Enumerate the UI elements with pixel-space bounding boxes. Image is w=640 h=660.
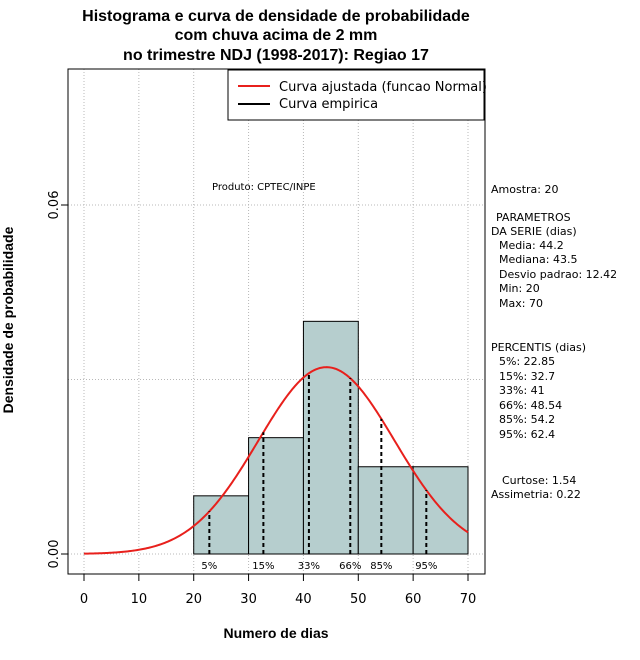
percentile-label-1: 5% [201,561,217,572]
legend-box [227,69,485,121]
x-tick-label-50: 50 [350,592,367,607]
stat-param-title-2: DA SERIE (dias) [491,225,577,238]
percentile-label-3: 33% [298,561,320,572]
x-tick-label-10: 10 [131,592,148,607]
chart-title-line-2: com chuva acima de 2 mm [175,27,378,44]
x-tick-label-30: 30 [240,592,257,607]
y-axis: 0.00 0.06 [47,191,69,569]
percentile-label-2: 15% [252,561,274,572]
stat-media: Media: 44.2 [499,239,564,252]
stats-panel: Amostra: 20 PARAMETROS DA SERIE (dias) M… [491,183,617,501]
histogram-bar-3 [302,320,359,555]
percentile-label-5: 85% [370,561,392,572]
stat-assimetria: Assimetria: 0.22 [491,488,581,501]
chart-title-line-1: Histograma e curva de densidade de proba… [82,8,470,25]
percentile-label-4: 66% [339,561,361,572]
x-tick-label-40: 40 [295,592,312,607]
percentile-lines: 5% 15% 33% 66% 85% 95% [201,373,437,572]
product-annotation: Produto: CPTEC/INPE [212,182,316,193]
stat-min: Min: 20 [499,282,540,295]
stat-max: Max: 70 [499,297,543,310]
legend-label-fit: Curva ajustada (funcao Normal) [279,80,487,95]
histogram-bars [193,320,469,555]
histogram-bar-1 [193,495,250,555]
chart-title-line-3: no trimestre NDJ (1998-2017): Regiao 17 [123,47,429,64]
stat-p66: 66%: 48.54 [499,399,562,412]
x-axis: 0 10 20 30 40 50 60 70 [80,573,477,607]
histogram-bar-5 [412,466,469,555]
histogram-bar-4 [357,466,414,555]
x-tick-label-70: 70 [460,592,477,607]
stat-p85: 85%: 54.2 [499,413,555,426]
y-axis-label: Densidade de probabilidade [0,226,16,413]
stat-p95: 95%: 62.4 [499,428,555,441]
x-tick-label-0: 0 [80,592,88,607]
stat-curtose: Curtose: 1.54 [502,474,576,487]
stat-amostra: Amostra: 20 [491,183,558,196]
stat-mediana: Mediana: 43.5 [499,253,577,266]
x-tick-label-20: 20 [185,592,202,607]
legend: Curva ajustada (funcao Normal) Curva emp… [227,69,487,121]
histogram-bar-2 [248,437,304,555]
x-axis-label: Numero de dias [223,625,328,641]
stat-desvio: Desvio padrao: 12.42 [499,268,617,281]
normal-fit-curve [83,366,469,555]
stat-percentis-title: PERCENTIS (dias) [491,341,586,354]
stat-p33: 33%: 41 [499,384,545,397]
percentile-label-6: 95% [415,561,437,572]
legend-label-empirical: Curva empirica [279,97,378,112]
stat-p5: 5%: 22.85 [499,355,555,368]
y-tick-label-1: 0.06 [47,191,62,220]
y-tick-label-0: 0.00 [47,540,62,569]
x-tick-label-60: 60 [405,592,422,607]
stat-p15: 15%: 32.7 [499,370,555,383]
stat-param-title-1: PARAMETROS [496,211,571,224]
